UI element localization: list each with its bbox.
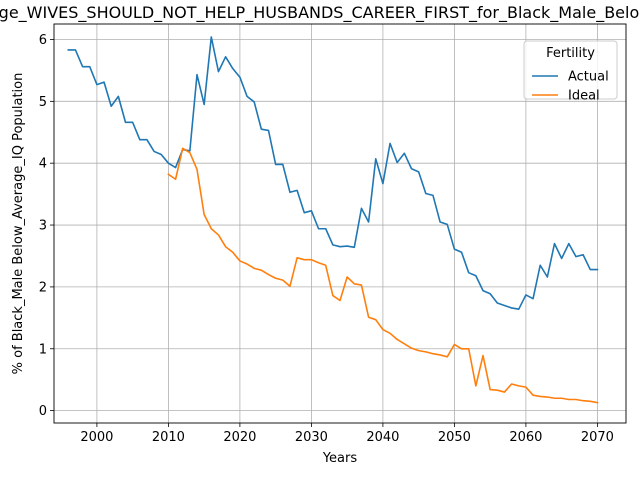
y-tick-label: 0 (39, 404, 47, 419)
legend-entries: Actual Ideal (532, 70, 609, 104)
series-line-actual (67, 36, 599, 310)
legend-label-ideal: Ideal (568, 89, 600, 104)
series-layer (67, 36, 599, 404)
y-tick-label: 6 (39, 33, 47, 48)
x-tick-label: 2000 (80, 430, 113, 445)
x-axis-label: Years (322, 451, 358, 466)
x-tick-label: 2050 (438, 430, 471, 445)
grid-layer (54, 24, 626, 423)
y-axis: 0 1 2 3 4 5 6 (39, 33, 54, 419)
legend-title: Fertility (546, 46, 595, 61)
y-axis-label: % of Black_Male Below_Average_IQ Populat… (11, 73, 26, 375)
chart-title: Percentage_WIVES_SHOULD_NOT_HELP_HUSBAND… (0, 3, 640, 23)
y-tick-label: 3 (39, 219, 47, 234)
x-axis: 2000 2010 2020 2030 2040 2050 2060 2070 (80, 423, 614, 445)
y-tick-label: 1 (39, 342, 47, 357)
x-tick-label: 2030 (295, 430, 328, 445)
series-line-ideal (167, 147, 599, 404)
y-tick-label: 5 (39, 95, 47, 110)
legend: Fertility Actual Ideal (523, 40, 618, 104)
legend-box (523, 40, 618, 100)
x-tick-label: 2020 (223, 430, 256, 445)
x-tick-label: 2070 (581, 430, 614, 445)
legend-label-actual: Actual (568, 70, 609, 85)
y-tick-label: 4 (39, 157, 47, 172)
x-tick-label: 2010 (152, 430, 185, 445)
x-tick-label: 2060 (509, 430, 542, 445)
y-tick-label: 2 (39, 280, 47, 295)
x-tick-label: 2040 (366, 430, 399, 445)
plot-frame (53, 23, 627, 424)
